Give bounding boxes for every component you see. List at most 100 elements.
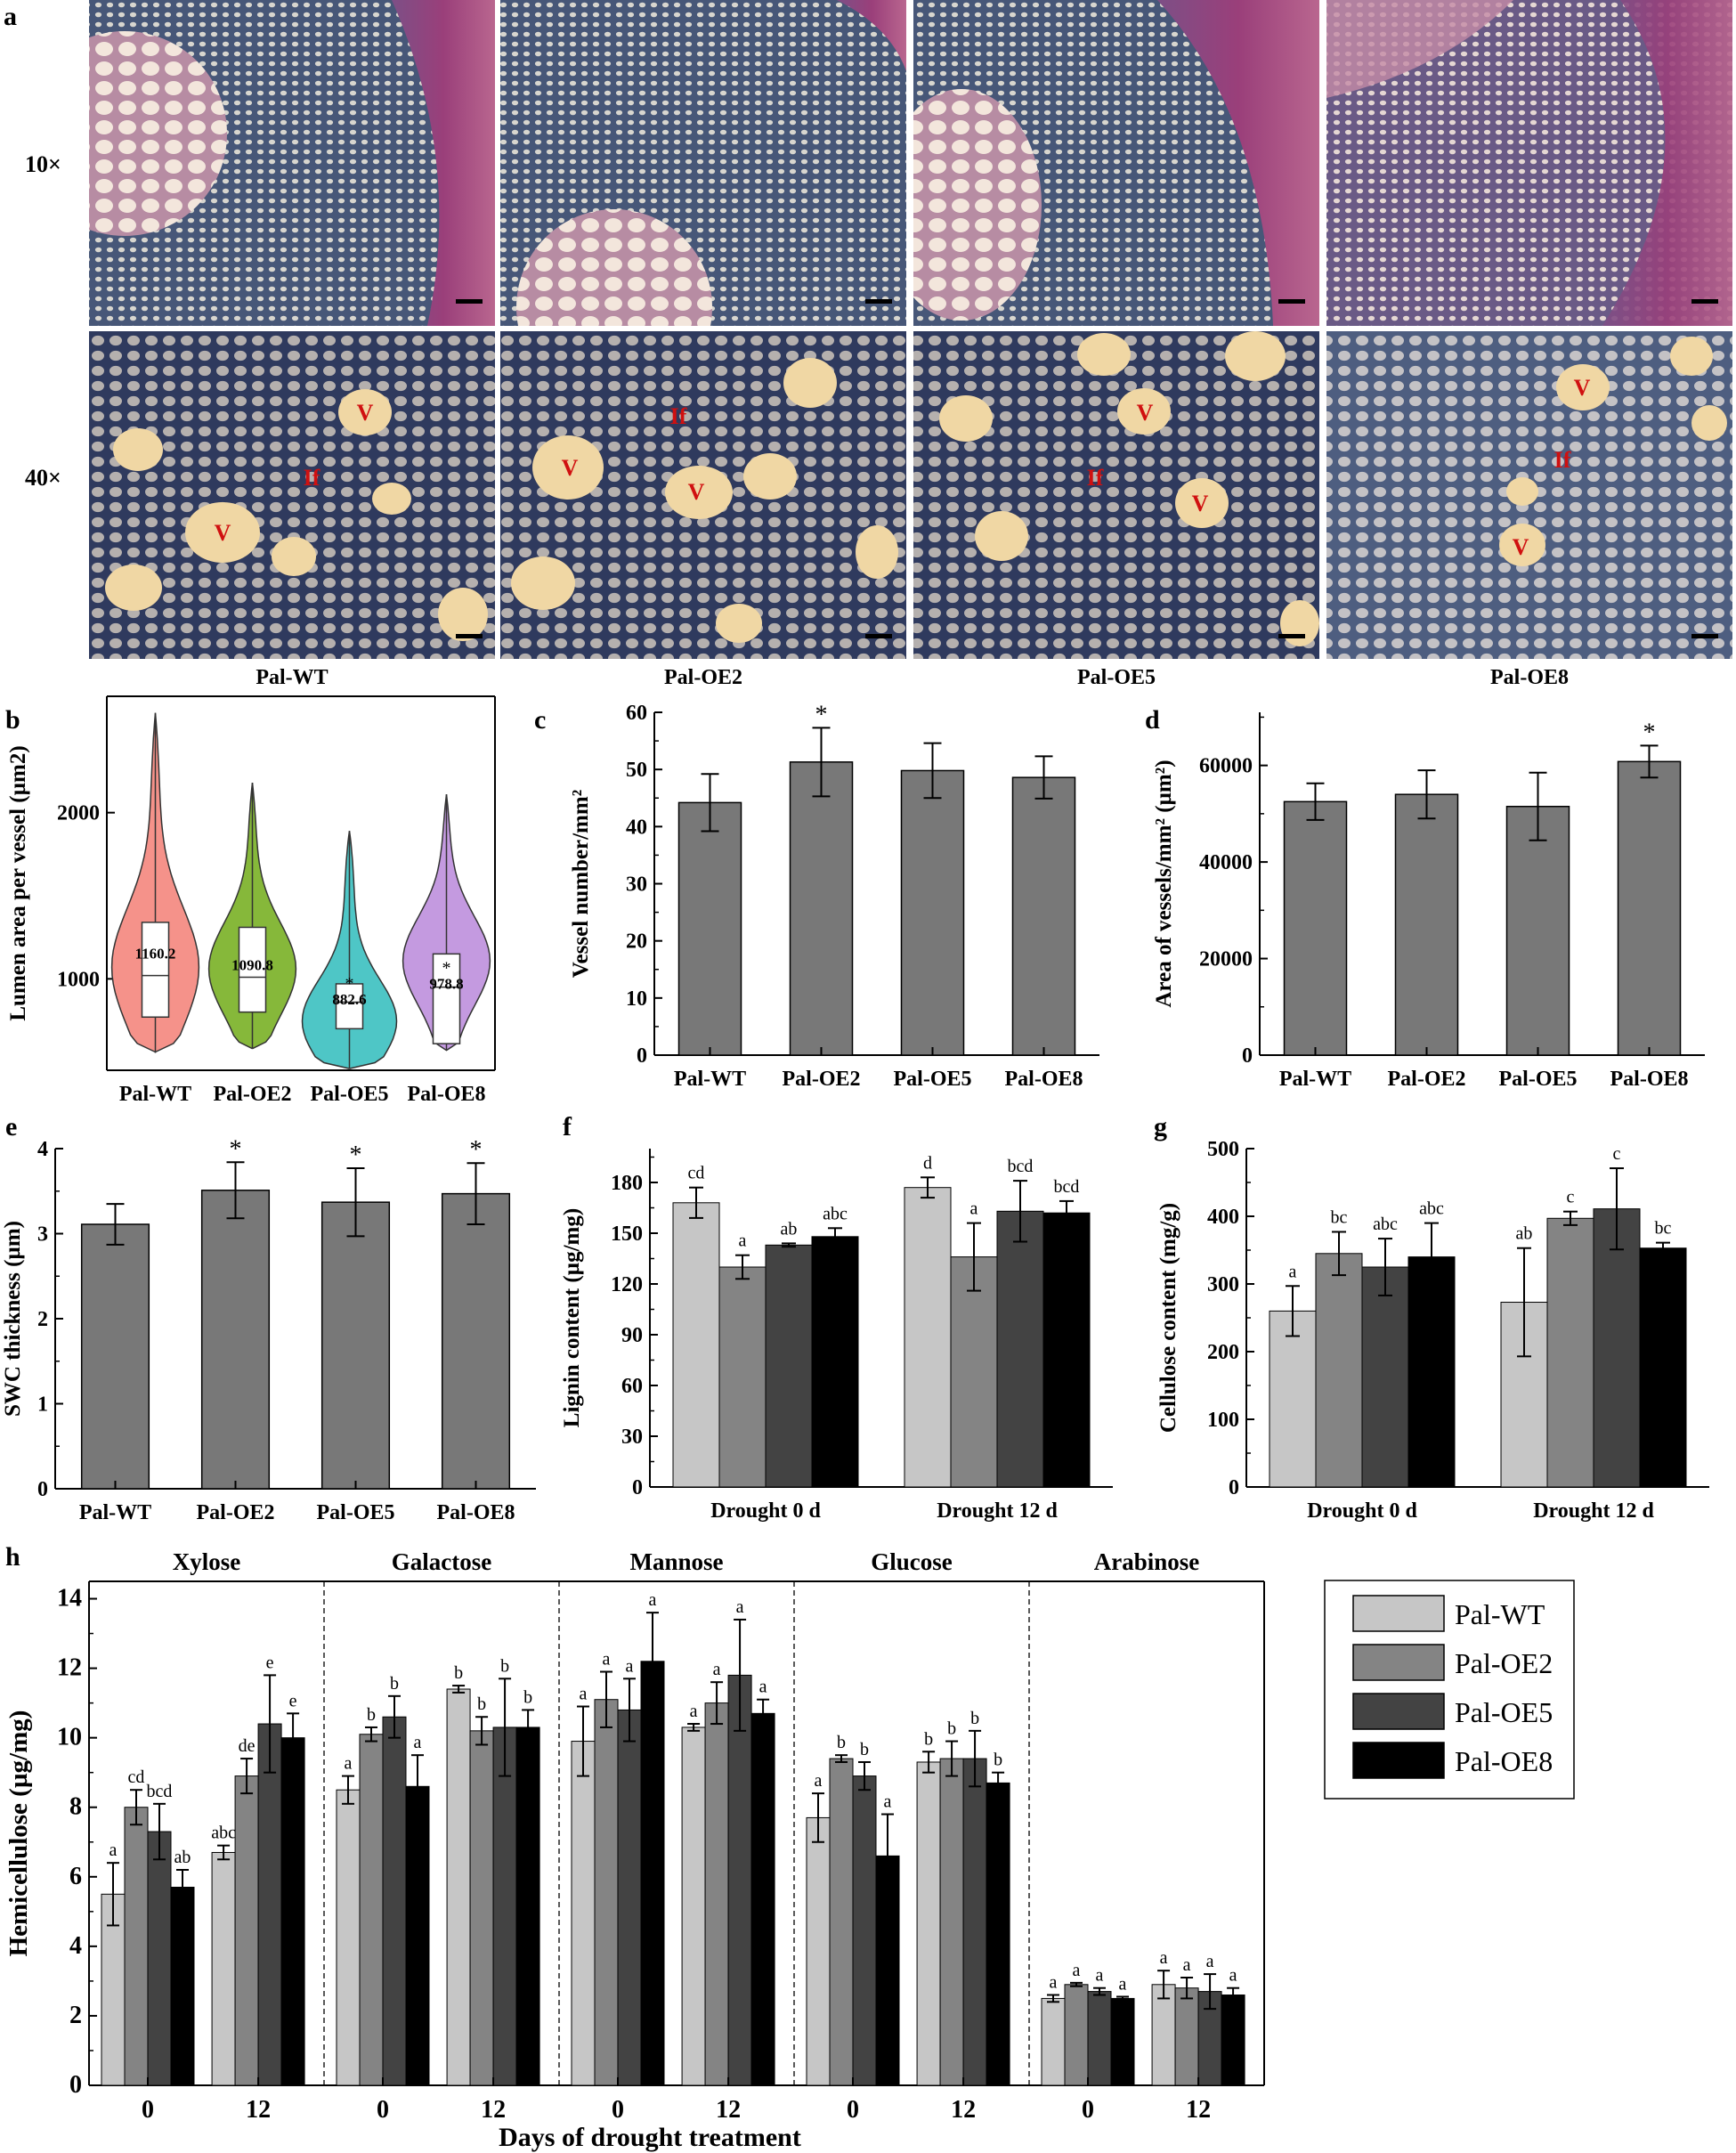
- bar-pal-wt: [446, 1688, 471, 2086]
- bar-pal-oe2: [939, 1758, 964, 2086]
- micrograph-40x-pal-oe2: V V If: [500, 331, 906, 659]
- mean-label: 978.8: [429, 975, 463, 992]
- x-tick-label: Pal-WT: [79, 1501, 151, 1524]
- x-tick-label: 12: [481, 2096, 506, 2124]
- y-tick-label: 14: [57, 1585, 82, 1613]
- significance-letter: b: [924, 1729, 933, 1749]
- bar-pal-oe2: [718, 1266, 767, 1488]
- significance-letter: abc: [211, 1824, 236, 1843]
- bar-pal-wt: [1269, 1310, 1317, 1488]
- significance-letter: b: [500, 1656, 509, 1676]
- panel-letter-h: h: [5, 1542, 20, 1572]
- y-tick-label: 1000: [57, 968, 100, 991]
- bar-pal-wt: [681, 1726, 706, 2086]
- panel-d-vessel-area: 0 20000 40000 60000 Area of vessels/mm² (µm²…: [1152, 712, 1705, 1091]
- bar-pal-oe2: [1064, 1984, 1089, 2086]
- significance-letter: a: [759, 1678, 767, 1697]
- group-label-glucose: Glucose: [871, 1548, 953, 1575]
- y-tick-label: 2: [37, 1308, 48, 1331]
- bar-pal-oe8: [1407, 1256, 1456, 1488]
- significance-letter: a: [1073, 1961, 1081, 1980]
- vessel-marker: V: [1574, 375, 1591, 401]
- bar-pal-oe2: [1394, 793, 1459, 1056]
- y-tick-label: 4: [37, 1138, 48, 1161]
- panel-c-vessel-number: 0 10 20 30 40 50 60 Vessel number/mm² Pal-WT Pal-…: [569, 701, 1099, 1091]
- group-label-xylose: Xylose: [173, 1548, 241, 1575]
- bar-pal-oe2: [950, 1256, 998, 1488]
- panel-a-micrographs: a 10× 40×: [4, 0, 1732, 689]
- mean-label: 882.6: [332, 991, 366, 1008]
- y-tick-label: 20: [626, 930, 647, 954]
- y-tick-label: 30: [621, 1426, 643, 1449]
- column-label-pal-oe8: Pal-OE8: [1490, 666, 1569, 689]
- significance-letter: d: [923, 1153, 932, 1173]
- bar-pal-oe2: [234, 1775, 259, 2086]
- violin-box: [141, 922, 170, 1019]
- legend-swatch: [1352, 1595, 1445, 1632]
- legend: Pal-WT Pal-OE2 Pal-OE5 Pal-OE8: [1324, 1580, 1575, 1800]
- significance-letter: a: [626, 1656, 634, 1676]
- x-tick-label: 12: [951, 2096, 976, 2124]
- bar-pal-wt: [1283, 800, 1348, 1056]
- bar-pal-wt: [672, 1202, 720, 1488]
- y-tick-label: 60000: [1199, 755, 1253, 778]
- significance-letter: a: [414, 1733, 422, 1752]
- y-tick-label: 40000: [1199, 851, 1253, 874]
- micrograph-40x-pal-oe8: V V If: [1326, 331, 1732, 659]
- bar-pal-wt: [904, 1187, 952, 1488]
- significance-marker: *: [350, 1141, 362, 1169]
- panel-e-swc-thickness: 0 1 2 3 4 SWC thickness (µm) Pal-WT Pal-OE2 * Pal…: [1, 1135, 536, 1524]
- column-label-pal-oe2: Pal-OE2: [664, 666, 742, 689]
- vessel-marker: V: [1137, 400, 1154, 426]
- y-tick-label: 500: [1207, 1138, 1239, 1161]
- significance-letter: bc: [1331, 1207, 1348, 1227]
- y-axis-label: Lignin content (µg/mg): [560, 1208, 584, 1427]
- y-tick-label: 0: [1242, 1044, 1253, 1068]
- y-axis-label: Cellulose content (mg/g): [1156, 1203, 1180, 1433]
- x-tick-label: 0: [1082, 2096, 1094, 2124]
- y-tick-label: 50: [626, 759, 647, 782]
- legend-swatch: [1352, 1693, 1445, 1730]
- significance-letter: bcd: [147, 1782, 173, 1801]
- significance-letter: bcd: [1008, 1157, 1034, 1176]
- violin-box: [432, 953, 461, 1044]
- bar-pal-oe2: [1315, 1253, 1363, 1488]
- bar-pal-wt: [1151, 1984, 1176, 2086]
- bar-pal-oe2: [1546, 1217, 1594, 1488]
- significance-letter: a: [1050, 1973, 1058, 1993]
- legend-label: Pal-OE5: [1455, 1696, 1553, 1728]
- y-tick-label: 60: [626, 702, 647, 725]
- bar-pal-oe8: [170, 1887, 195, 2086]
- significance-letter: a: [1206, 1952, 1214, 1971]
- row-label-10x: 10×: [25, 151, 61, 177]
- x-tick-label: Pal-OE8: [408, 1083, 486, 1106]
- x-tick-label: Pal-OE8: [1610, 1068, 1689, 1091]
- fiber-marker: If: [304, 465, 320, 491]
- bar-pal-wt: [806, 1816, 831, 2086]
- column-label-pal-oe5: Pal-OE5: [1077, 666, 1156, 689]
- bar-pal-oe8: [811, 1236, 859, 1488]
- significance-letter: a: [110, 1840, 118, 1860]
- x-tick-label: Pal-OE5: [317, 1501, 395, 1524]
- group-label-galactose: Galactose: [392, 1548, 491, 1575]
- x-tick-label: 0: [377, 2096, 389, 2124]
- bar-pal-oe8: [640, 1661, 665, 2086]
- x-axis-label: Days of drought treatment: [499, 2123, 801, 2152]
- bar-pal-oe5: [492, 1726, 517, 2086]
- y-tick-label: 10: [626, 987, 647, 1011]
- bar-pal-oe8: [1617, 760, 1682, 1056]
- bar-pal-wt: [677, 801, 742, 1056]
- bar-pal-oe8: [1110, 1997, 1135, 2086]
- y-tick-label: 300: [1207, 1273, 1239, 1296]
- bar-pal-oe5: [320, 1201, 391, 1490]
- x-tick-label: Pal-OE5: [311, 1083, 389, 1106]
- panel-h-hemicellulose: 0 2 4 6 8 10 12 14 Hemicellulose (µg/mg) Xylose a c…: [4, 1548, 1265, 2152]
- mean-label: 1090.8: [231, 956, 273, 973]
- panel-letter-d: d: [1145, 705, 1160, 735]
- bar-pal-oe5: [382, 1716, 407, 2086]
- significance-letter: b: [860, 1740, 869, 1759]
- bar-pal-oe2: [789, 761, 854, 1056]
- significance-letter: cd: [128, 1767, 145, 1787]
- significance-letter: a: [1289, 1262, 1297, 1281]
